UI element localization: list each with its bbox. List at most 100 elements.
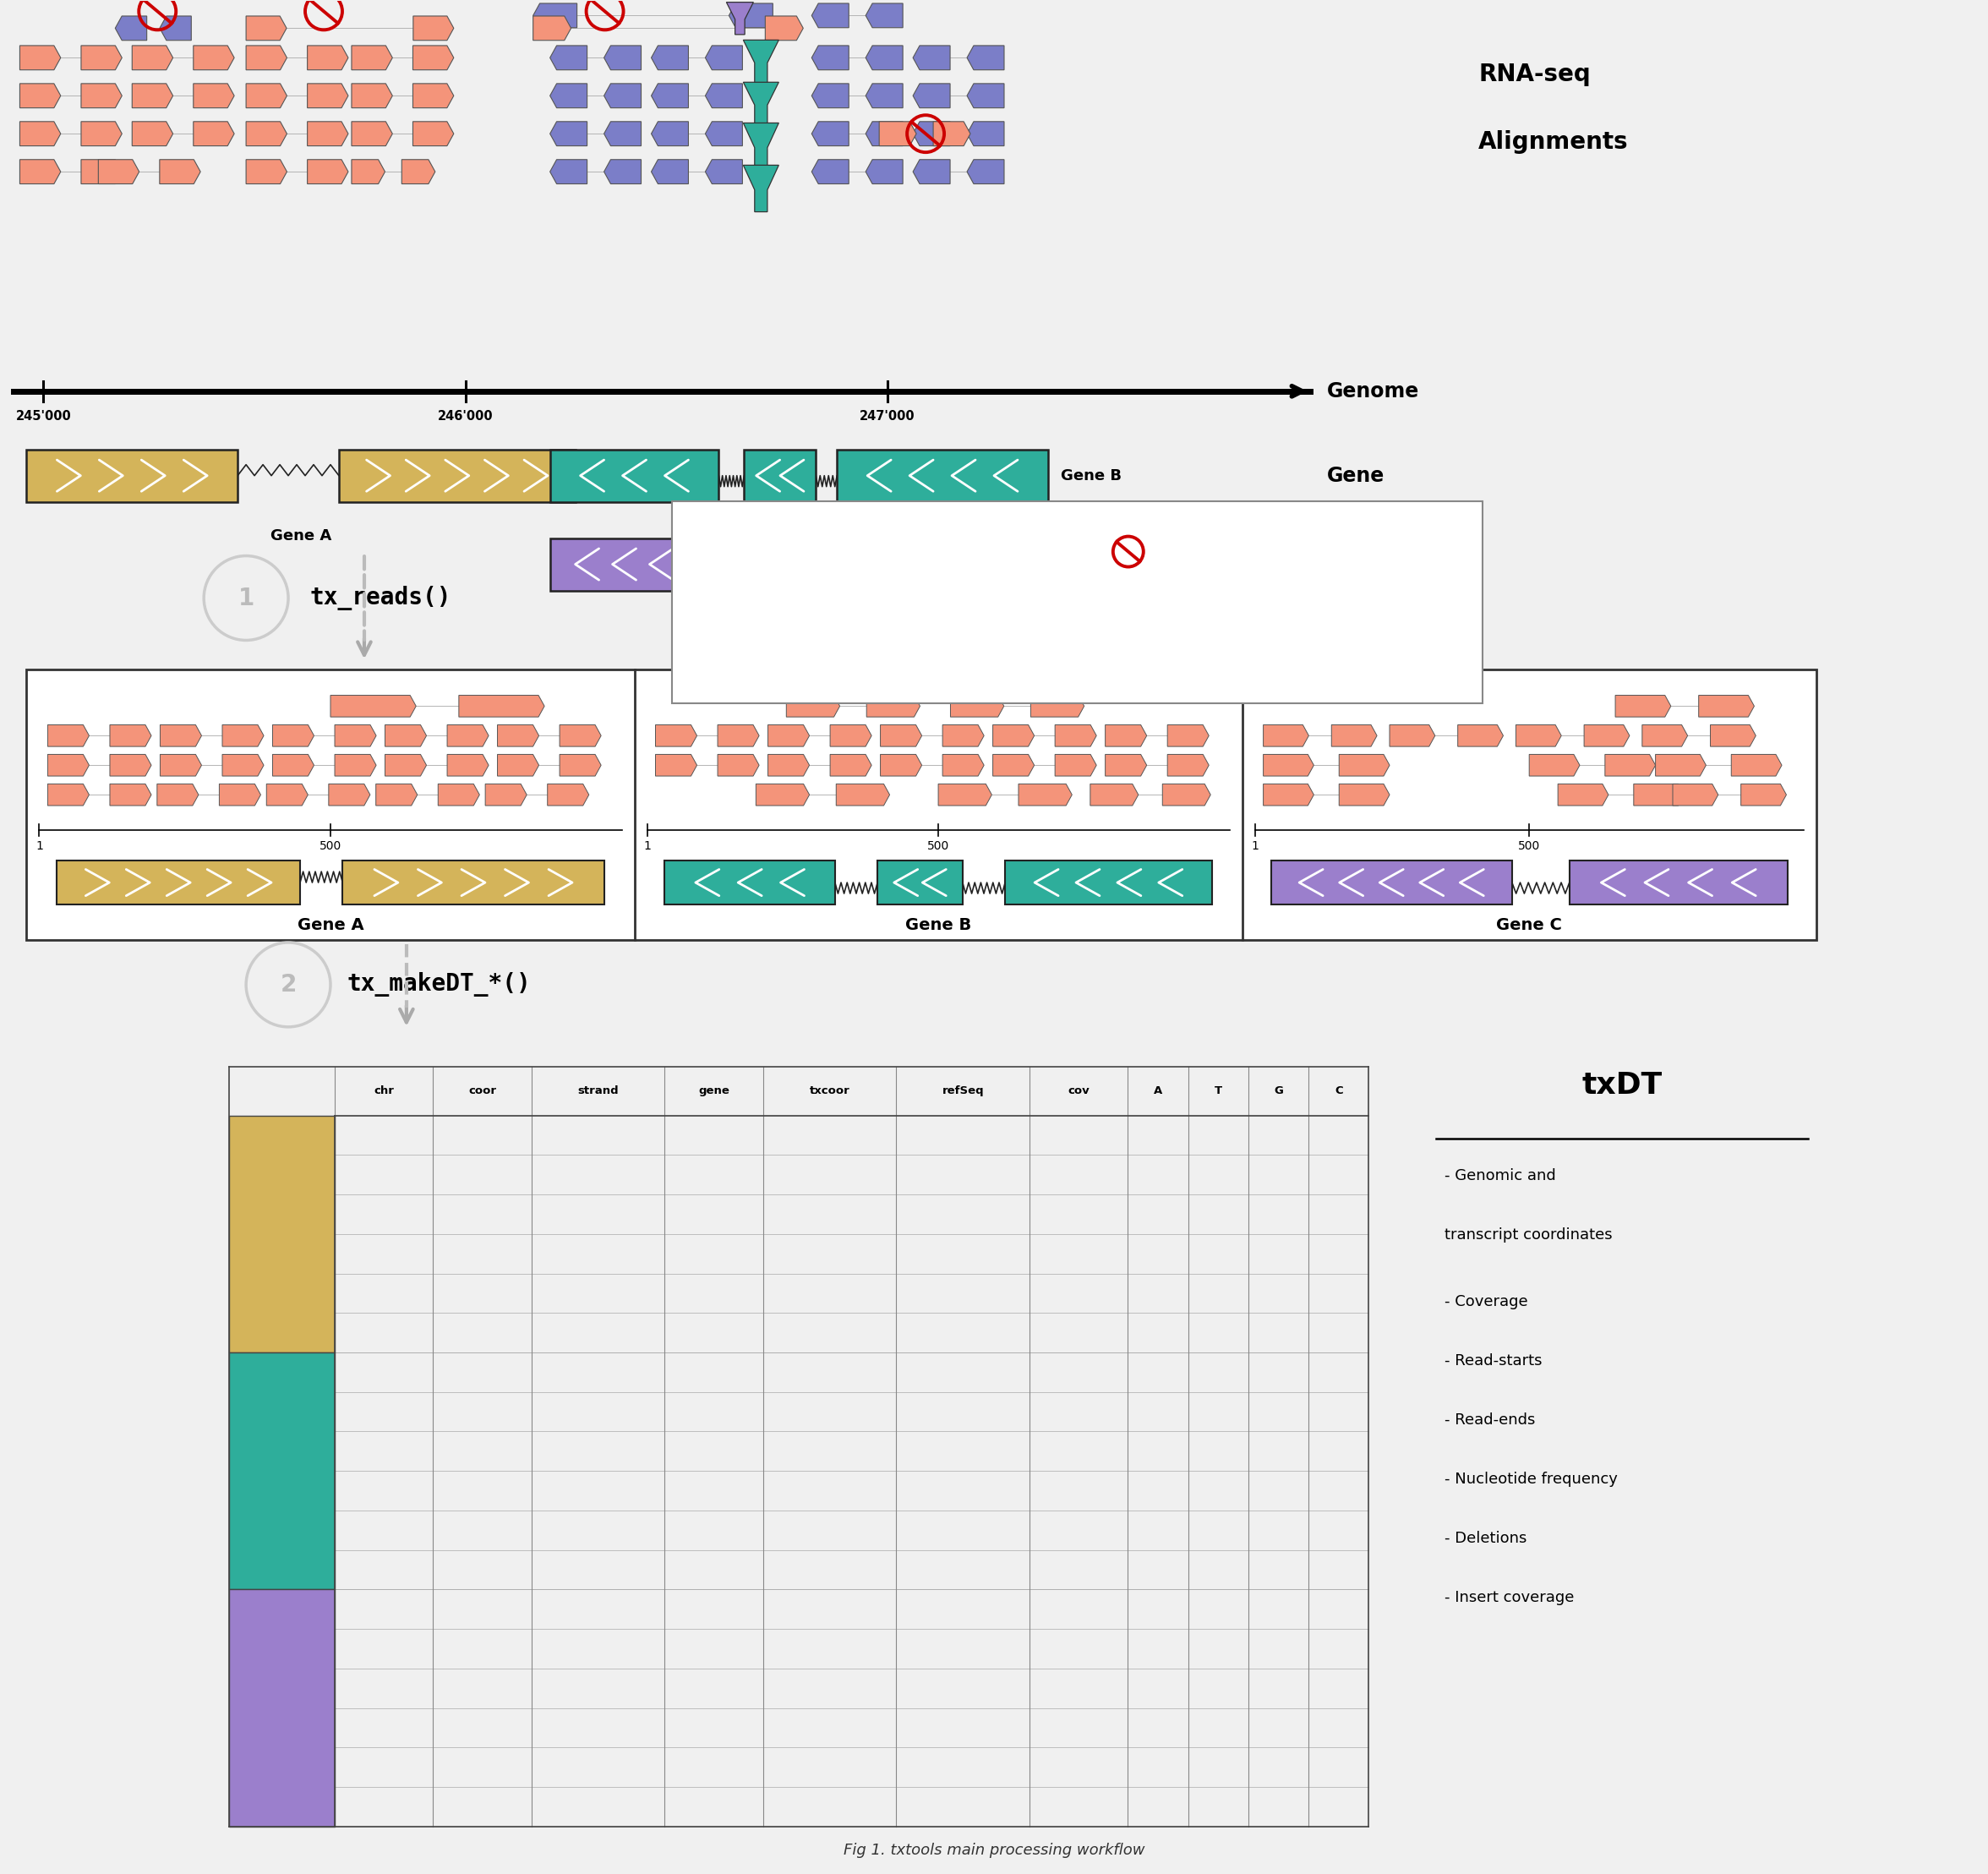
Polygon shape xyxy=(652,122,688,146)
Bar xyxy=(1569,860,1787,905)
Text: Gene B: Gene B xyxy=(1062,468,1121,483)
Polygon shape xyxy=(942,755,984,776)
Polygon shape xyxy=(414,17,453,41)
Text: 1: 1 xyxy=(644,840,650,853)
Polygon shape xyxy=(912,84,950,109)
Bar xyxy=(1006,860,1213,905)
Polygon shape xyxy=(706,159,742,184)
Text: Gene C: Gene C xyxy=(1497,916,1563,933)
Polygon shape xyxy=(386,725,427,746)
Bar xyxy=(229,1353,334,1589)
Text: coor: coor xyxy=(469,1085,497,1096)
Text: Annotation: Annotation xyxy=(1326,525,1451,545)
Polygon shape xyxy=(604,122,642,146)
Polygon shape xyxy=(730,4,773,28)
Polygon shape xyxy=(881,755,922,776)
Text: 1: 1 xyxy=(239,587,254,609)
Polygon shape xyxy=(1642,725,1688,746)
Polygon shape xyxy=(1133,540,1171,564)
Text: Positive strand
alignment: Positive strand alignment xyxy=(702,587,785,611)
Polygon shape xyxy=(1167,755,1209,776)
Polygon shape xyxy=(706,45,742,69)
Polygon shape xyxy=(437,783,479,806)
Polygon shape xyxy=(20,84,62,109)
Polygon shape xyxy=(912,159,950,184)
Text: chr: chr xyxy=(374,1085,394,1096)
Polygon shape xyxy=(247,84,286,109)
Polygon shape xyxy=(744,39,779,82)
Text: G: G xyxy=(1274,1085,1282,1096)
Text: - Read-ends: - Read-ends xyxy=(1445,1413,1535,1428)
Text: - Nucleotide frequency: - Nucleotide frequency xyxy=(1445,1471,1618,1488)
Polygon shape xyxy=(865,159,903,184)
Polygon shape xyxy=(1089,783,1139,806)
Text: - Deletions: - Deletions xyxy=(1445,1531,1527,1546)
Polygon shape xyxy=(1604,755,1656,776)
Polygon shape xyxy=(942,725,984,746)
Bar xyxy=(229,1115,334,1353)
Polygon shape xyxy=(414,45,453,69)
Text: Gene B: Gene B xyxy=(905,916,972,933)
Bar xyxy=(58,860,300,905)
Polygon shape xyxy=(247,122,286,146)
Polygon shape xyxy=(656,725,698,746)
Bar xyxy=(761,538,912,590)
Polygon shape xyxy=(352,45,392,69)
Bar xyxy=(1270,860,1513,905)
Polygon shape xyxy=(533,4,577,28)
Polygon shape xyxy=(652,45,688,69)
Polygon shape xyxy=(744,124,779,171)
Polygon shape xyxy=(1517,725,1561,746)
Polygon shape xyxy=(48,783,89,806)
Polygon shape xyxy=(1340,783,1390,806)
FancyBboxPatch shape xyxy=(672,500,1483,703)
Text: T: T xyxy=(1215,1085,1223,1096)
Polygon shape xyxy=(48,755,89,776)
Polygon shape xyxy=(223,725,264,746)
Bar xyxy=(664,860,835,905)
Polygon shape xyxy=(551,84,586,109)
Polygon shape xyxy=(1105,725,1147,746)
Text: 2: 2 xyxy=(280,973,296,997)
Polygon shape xyxy=(811,4,849,28)
Text: 245'000: 245'000 xyxy=(16,410,72,422)
Polygon shape xyxy=(414,122,453,146)
Bar xyxy=(26,450,239,502)
Bar xyxy=(551,450,720,502)
Polygon shape xyxy=(247,159,286,184)
Polygon shape xyxy=(308,45,348,69)
Polygon shape xyxy=(604,84,642,109)
Polygon shape xyxy=(497,725,539,746)
Polygon shape xyxy=(879,122,916,146)
Polygon shape xyxy=(109,755,151,776)
Polygon shape xyxy=(938,783,992,806)
Polygon shape xyxy=(706,84,742,109)
Polygon shape xyxy=(1656,755,1706,776)
Polygon shape xyxy=(328,783,370,806)
Text: strand: strand xyxy=(579,1085,618,1096)
Polygon shape xyxy=(726,2,753,34)
Polygon shape xyxy=(932,122,970,146)
Text: - Coverage: - Coverage xyxy=(1445,1295,1529,1310)
Polygon shape xyxy=(1457,725,1503,746)
Text: refSeq: refSeq xyxy=(942,1085,984,1096)
Polygon shape xyxy=(1634,783,1684,806)
Bar xyxy=(744,450,815,502)
Text: Gene C: Gene C xyxy=(276,1683,288,1733)
Text: Gene: Gene xyxy=(1326,465,1384,485)
Polygon shape xyxy=(131,84,173,109)
Polygon shape xyxy=(48,725,89,746)
Polygon shape xyxy=(193,122,235,146)
Text: - Read-starts: - Read-starts xyxy=(1445,1353,1543,1368)
Polygon shape xyxy=(131,122,173,146)
Polygon shape xyxy=(308,159,348,184)
Polygon shape xyxy=(386,755,427,776)
Polygon shape xyxy=(966,122,1004,146)
Polygon shape xyxy=(652,84,688,109)
Polygon shape xyxy=(893,540,928,564)
Polygon shape xyxy=(247,17,286,41)
Polygon shape xyxy=(109,783,151,806)
Bar xyxy=(837,450,1048,502)
Polygon shape xyxy=(272,755,314,776)
Polygon shape xyxy=(193,45,235,69)
